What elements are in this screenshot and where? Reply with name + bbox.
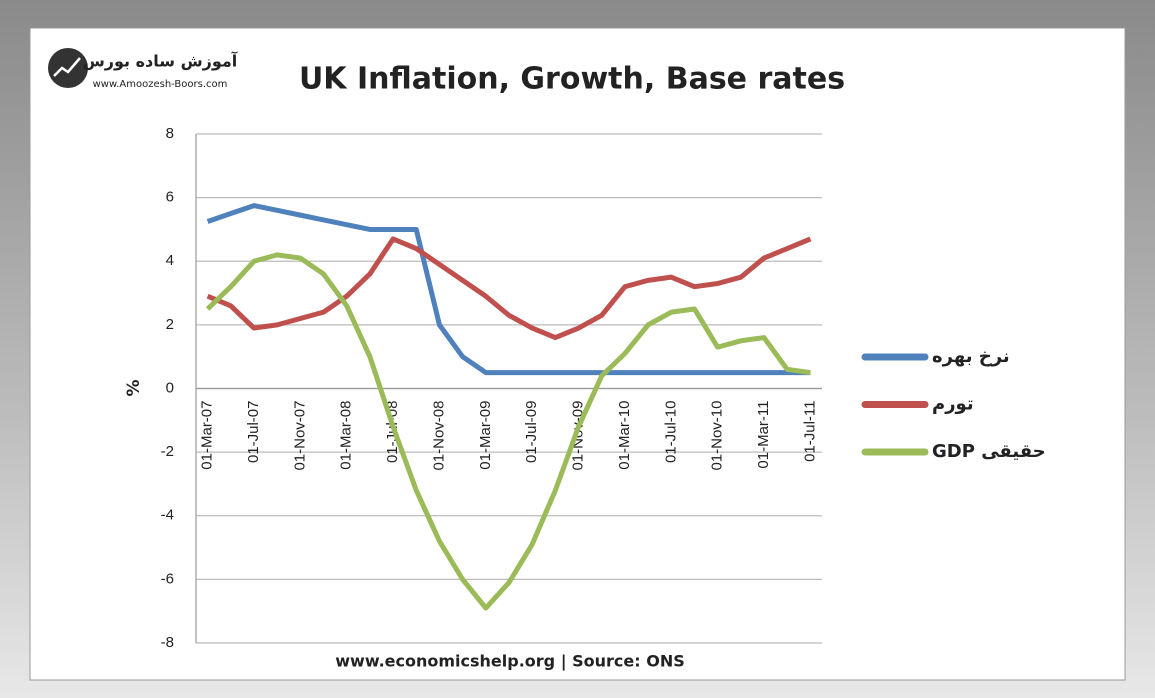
x-tick-label: 01-Jul-07 [245,401,262,464]
x-tick-label: 01-Mar-07 [199,401,216,470]
panel [29,27,1126,681]
y-tick-label: -8 [161,634,174,651]
x-tick-label: 01-Jul-09 [523,401,540,464]
legend-label: نرخ بهره [932,346,1010,367]
line-series [206,236,812,341]
source: www.economicshelp.org | Source: ONS [335,652,684,672]
x-tick-label: 01-Nov-08 [430,401,447,471]
x-tick-label: 01-Mar-10 [616,401,633,470]
y-tick-label: -2 [161,443,174,460]
y-tick-label: -6 [161,570,174,587]
legend-label: تورم [932,394,974,415]
y-tick-label: 0 [166,379,174,396]
x-tick-label: 01-Jul-10 [662,401,679,464]
logo: آموزش ساده بورس www.Amoozesh-Boors.com [48,48,238,90]
x-tick-label: 01-Nov-10 [709,401,726,471]
logo-name: آموزش ساده بورس [83,51,238,71]
logo-url: www.Amoozesh-Boors.com [93,79,228,90]
x-tick-label: 01-Mar-09 [477,401,494,470]
line-series [206,203,811,376]
line-series [205,252,811,611]
x-tick-label: 01-Mar-11 [755,401,772,469]
x-tick-label: 01-Nov-07 [291,401,308,471]
y-axis-label: % [124,379,144,396]
y-tick-label: -4 [161,507,174,524]
legend-label: GDP حقیقی [932,441,1046,462]
logo-arrow [53,57,81,77]
y-tick-label: 4 [166,252,174,269]
x-tick-label: 01-Mar-08 [338,401,355,470]
y-tick-label: 2 [166,316,174,333]
y-tick-label: 6 [166,189,174,206]
logo-icon [48,48,88,88]
y-tick-label: 8 [166,125,174,142]
x-tick-label: 01-Jul-11 [801,401,818,462]
chart-title: UK Inflation, Growth, Base rates [299,62,845,97]
